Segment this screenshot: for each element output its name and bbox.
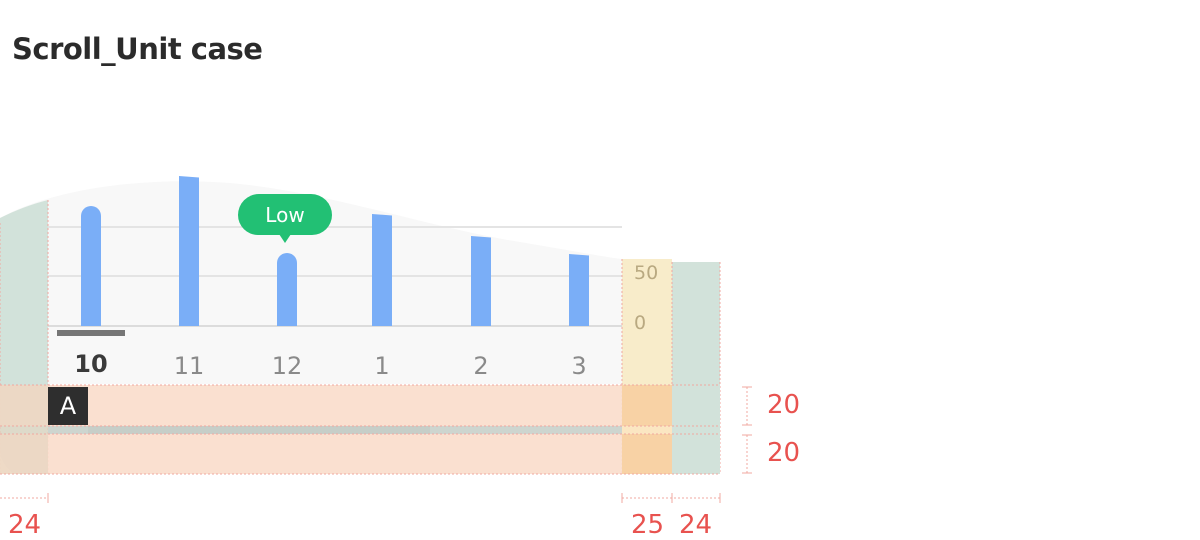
tooltip-bubble: Low (238, 194, 332, 243)
y-tick-label: 0 (634, 312, 647, 334)
bar-2[interactable] (471, 236, 491, 326)
dimension-label-row-top: 20 (767, 390, 801, 420)
bar-10[interactable] (81, 206, 101, 326)
bar-3[interactable] (569, 254, 589, 326)
scroll-row-top (0, 385, 720, 426)
bar-series (81, 176, 589, 326)
bar-1[interactable] (372, 214, 392, 326)
scroll-unit-badge[interactable]: A (48, 387, 88, 425)
y-tick-label: 50 (634, 262, 659, 284)
x-tick-label[interactable]: 12 (271, 352, 303, 380)
scroll-row-bottom (0, 434, 720, 474)
x-tick-label[interactable]: 1 (374, 352, 390, 380)
chart-background-curve (0, 181, 622, 384)
width-dimension-markers (0, 493, 721, 503)
bar-11[interactable] (179, 176, 199, 326)
page-title: Scroll_Unit case (12, 32, 263, 66)
x-tick-label[interactable]: 2 (473, 352, 489, 380)
x-tick-label[interactable]: 11 (173, 352, 205, 380)
height-dimension-markers (742, 386, 752, 474)
x-tick-label[interactable]: 3 (571, 352, 587, 380)
scrollbar-thumb (88, 426, 430, 434)
dimension-label-left-margin: 24 (8, 510, 42, 540)
dimension-label-right-margin: 24 (679, 510, 713, 540)
bar-12[interactable] (277, 253, 297, 326)
x-tick-label[interactable]: 10 (74, 350, 108, 378)
selected-indicator (57, 330, 125, 336)
dimension-label-axis-width: 25 (631, 510, 665, 540)
dimension-label-row-bottom: 20 (767, 438, 801, 468)
